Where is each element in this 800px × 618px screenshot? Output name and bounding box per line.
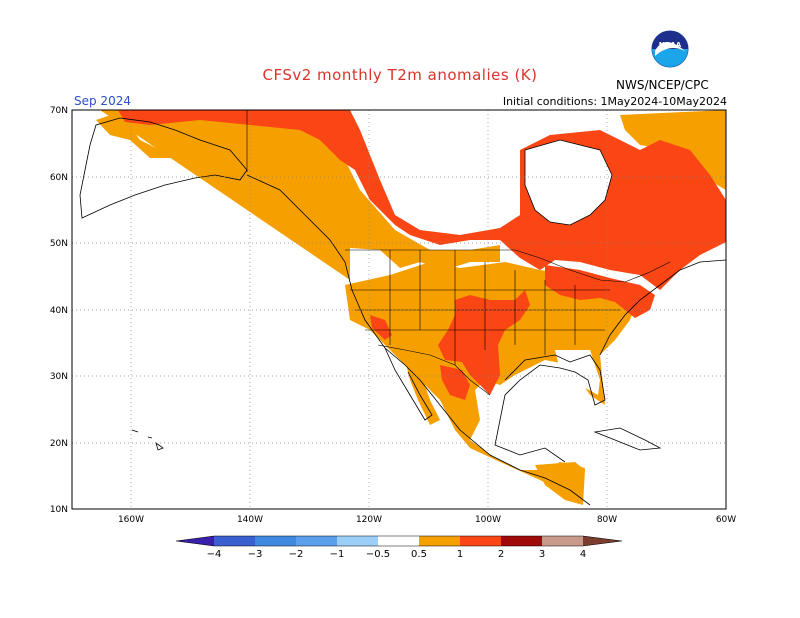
anomaly-region-red-mexico <box>440 365 470 400</box>
colorbar-label: −4 <box>207 549 222 560</box>
initial-conditions-label: Initial conditions: 1May2024-10May2024 <box>502 95 727 108</box>
lat-tick-label: 20N <box>50 439 68 449</box>
colorbar-segment <box>460 536 501 546</box>
colorbar-segment <box>378 536 419 546</box>
coastline-baja <box>384 347 433 421</box>
lon-tick-label: 120W <box>356 515 382 525</box>
colorbar-segment <box>501 536 542 546</box>
anomaly-region-orange-alaska <box>96 112 250 158</box>
lon-tick-label: 140W <box>237 515 263 525</box>
neutral-hudson-bay <box>525 140 612 225</box>
anomaly-region-orange-baja <box>405 360 440 425</box>
colorbar-label: −0.5 <box>366 549 390 560</box>
colorbar: −4 −3 −2 −1 −0.5 0.5 1 2 3 4 <box>175 535 623 560</box>
state-lines <box>350 250 620 365</box>
colorbar-label: 1 <box>457 549 463 560</box>
border-us-mexico <box>377 344 491 396</box>
chart-title: CFSv2 monthly T2m anomalies (K) <box>262 66 538 84</box>
coastline-pacific <box>246 174 591 506</box>
colorbar-label: −1 <box>330 549 345 560</box>
anomaly-region-red-northeast <box>545 265 655 318</box>
colorbar-label: 4 <box>580 549 586 560</box>
lat-tick-label: 10N <box>50 505 68 515</box>
colorbar-label: −3 <box>248 549 263 560</box>
graticule <box>72 110 726 509</box>
lat-tick-label: 50N <box>50 239 68 249</box>
colorbar-outline <box>175 535 623 547</box>
lon-tick-label: 160W <box>118 515 144 525</box>
coastline-atlantic <box>599 259 726 356</box>
noaa-logo-icon: NOAA <box>651 30 689 68</box>
lon-axis: 160W 140W 120W 100W 80W 60W <box>118 515 736 525</box>
lat-tick-label: 70N <box>50 106 68 116</box>
colorbar-high-arrow <box>583 536 622 546</box>
border-us-canada <box>345 249 671 283</box>
anomaly-region-red-southwest <box>370 315 392 340</box>
colorbar-label: −2 <box>289 549 304 560</box>
noaa-logo-text: NOAA <box>659 41 682 49</box>
colorbar-segment <box>255 536 296 546</box>
map-frame <box>71 109 727 510</box>
anomaly-region-red-plains <box>438 290 530 395</box>
colorbar-label: 2 <box>498 549 504 560</box>
agency-label: NWS/NCEP/CPC <box>616 78 709 92</box>
anomaly-region-orange-central-america <box>535 462 585 505</box>
coastline-cuba <box>593 427 662 451</box>
lat-tick-label: 60N <box>50 173 68 183</box>
lat-tick-label: 40N <box>50 306 68 316</box>
colorbar-segment <box>542 536 583 546</box>
forecast-month-label: Sep 2024 <box>74 94 131 108</box>
lon-tick-label: 80W <box>597 515 617 525</box>
lon-tick-label: 100W <box>475 515 501 525</box>
coastline-hawaii <box>131 429 164 451</box>
anomaly-region-orange-north <box>100 110 500 280</box>
colorbar-label: 0.5 <box>411 549 427 560</box>
lon-tick-label: 60W <box>716 515 736 525</box>
colorbar-label: 3 <box>539 549 545 560</box>
colorbar-segment <box>296 536 337 546</box>
coastline-gulf <box>494 354 606 463</box>
colorbar-segment <box>337 536 378 546</box>
colorbar-segment <box>419 536 460 546</box>
lat-axis: 10N 20N 30N 40N 50N 60N 70N <box>50 106 68 515</box>
lat-tick-label: 30N <box>50 372 68 382</box>
coastline-layer <box>79 117 726 506</box>
coastline-alaska <box>79 117 248 219</box>
colorbar-segment <box>214 536 255 546</box>
colorbar-low-arrow <box>176 536 214 546</box>
boundary-layer <box>246 110 671 396</box>
coastline-hudson-bay <box>524 139 613 226</box>
